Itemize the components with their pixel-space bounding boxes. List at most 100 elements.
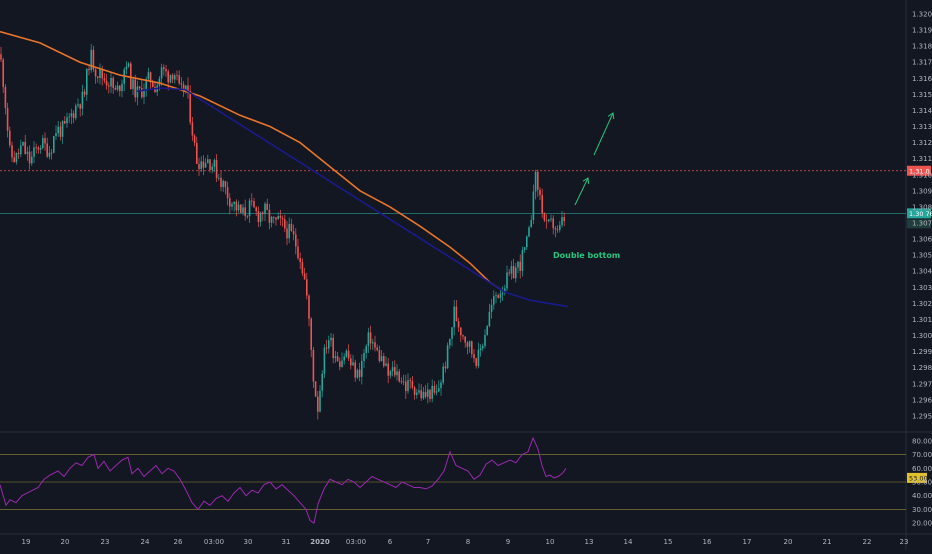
candle-down: [306, 279, 308, 296]
rsi-tick-label: 60.00: [912, 465, 932, 473]
candle-down: [473, 354, 475, 359]
candle-up: [515, 267, 517, 279]
candle-down: [424, 391, 427, 397]
candle-up: [26, 151, 29, 154]
candle-down: [28, 151, 31, 164]
short-term-up-arrow[interactable]: [574, 177, 590, 206]
candle-down: [554, 228, 557, 230]
candle-up: [380, 356, 383, 361]
drawings[interactable]: [574, 112, 615, 206]
candle-down: [541, 195, 543, 214]
candle-down: [420, 390, 422, 399]
candle-up: [422, 391, 425, 399]
candle-down: [297, 246, 299, 259]
price-tick-label: 1.31000: [912, 171, 932, 179]
candle-down: [471, 341, 473, 355]
candle-up: [418, 390, 420, 393]
candle-up: [147, 72, 150, 80]
candle-down: [6, 107, 9, 131]
candle-up: [510, 266, 513, 274]
time-tick-label: 21: [823, 538, 832, 546]
candle-down: [198, 163, 200, 170]
candle-down: [79, 104, 81, 109]
horizontal-levels[interactable]: 1.31 0.1 1.30 76: [0, 165, 932, 229]
candle-down: [457, 321, 460, 328]
candle-down: [358, 369, 361, 377]
candle-down: [103, 78, 106, 81]
time-tick-label: 19: [22, 538, 31, 546]
candle-up: [86, 68, 88, 95]
time-tick-label: 6: [388, 538, 393, 546]
candle-down: [279, 215, 282, 218]
candle-up: [490, 304, 493, 312]
candle-down: [290, 223, 293, 232]
candle-down: [310, 318, 312, 350]
candle-up: [248, 200, 251, 217]
candle-down: [475, 358, 477, 367]
candle-down: [354, 362, 356, 378]
candle-up: [391, 367, 394, 372]
candle-down: [134, 79, 136, 98]
candle-down: [257, 211, 260, 223]
candle-down: [332, 337, 334, 359]
candle-down: [189, 91, 191, 123]
candle-up: [158, 78, 161, 86]
candle-down: [240, 204, 242, 213]
rsi-tick-label: 50.00: [912, 479, 932, 487]
candle-down: [2, 59, 4, 87]
candle-down: [466, 342, 469, 347]
candle-up: [33, 147, 35, 157]
candle-up: [323, 347, 326, 374]
rsi-pane[interactable]: 53.00: [0, 436, 928, 524]
time-tick-label: 31: [282, 538, 291, 546]
candle-down: [165, 69, 167, 72]
current-price-label: 1.30 76: [909, 210, 932, 218]
candle-down: [92, 49, 95, 70]
price-tick-label: 1.29800: [912, 364, 932, 372]
candle-down: [339, 361, 341, 367]
long-term-up-arrow-head: [607, 112, 615, 120]
candle-up: [218, 177, 220, 179]
time-tick-label: 23: [900, 538, 909, 546]
candle-up: [328, 340, 330, 349]
short-term-up-arrow-head: [582, 177, 590, 185]
double-bottom-annotation[interactable]: Double bottom: [553, 251, 620, 260]
candle-down: [141, 87, 143, 98]
candle-up: [77, 104, 79, 106]
candle-up: [477, 349, 480, 367]
candle-down: [235, 201, 238, 211]
candle-up: [504, 288, 506, 293]
candle-up: [372, 342, 374, 344]
candle-up: [169, 74, 172, 83]
long-term-up-arrow[interactable]: [593, 112, 615, 156]
price-tick-label: 1.30000: [912, 332, 932, 340]
candle-down: [325, 347, 328, 349]
candle-down: [46, 143, 48, 157]
candle-up: [488, 311, 491, 327]
candle-up: [451, 327, 453, 339]
candle-down: [163, 67, 165, 70]
candle-down: [462, 335, 464, 337]
candle-up: [321, 373, 323, 391]
candle-up: [200, 161, 202, 170]
candle-up: [345, 350, 348, 357]
candle-up: [341, 360, 343, 367]
candle-up: [495, 295, 497, 297]
rsi-line[interactable]: [0, 436, 567, 524]
candle-up: [174, 75, 176, 80]
candle-up: [68, 116, 70, 118]
candle-down: [543, 213, 546, 221]
candlestick-series[interactable]: [0, 43, 565, 420]
candle-up: [145, 79, 147, 91]
candle-down: [350, 358, 352, 366]
candle-down: [539, 189, 541, 196]
candle-up: [121, 83, 123, 92]
candle-up: [534, 171, 537, 192]
price-tick-label: 1.32000: [912, 11, 932, 19]
countdown-tag: [907, 219, 931, 229]
candle-up: [99, 69, 101, 78]
candle-up: [468, 341, 471, 347]
